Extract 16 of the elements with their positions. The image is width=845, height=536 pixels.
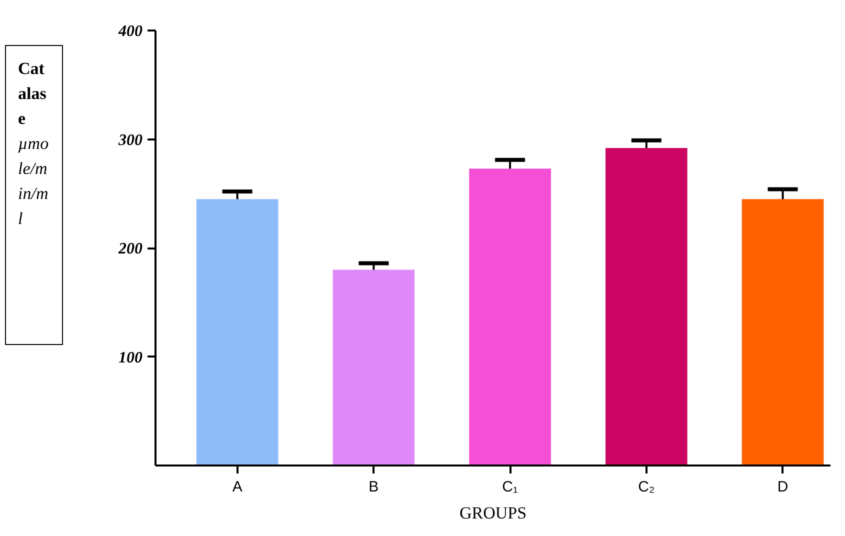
y-tick-label: 200 <box>118 240 142 258</box>
y-tick-label: 300 <box>118 132 142 149</box>
x-tick-label: B <box>368 478 379 496</box>
bar <box>332 270 415 466</box>
bar <box>742 199 824 466</box>
y-tick-label: 400 <box>118 23 142 40</box>
x-tick-label: C₁ <box>502 478 518 496</box>
x-tick-label: A <box>232 478 242 496</box>
x-axis-title: GROUPS <box>459 504 527 522</box>
bar <box>606 148 688 466</box>
bar <box>196 199 278 466</box>
x-tick-label: C₂ <box>638 478 655 496</box>
bar <box>469 168 551 466</box>
x-tick-label: D <box>777 478 788 496</box>
y-axis-title: Catalase µmole/min/ml <box>18 59 49 228</box>
y-tick-label: 100 <box>118 349 142 366</box>
